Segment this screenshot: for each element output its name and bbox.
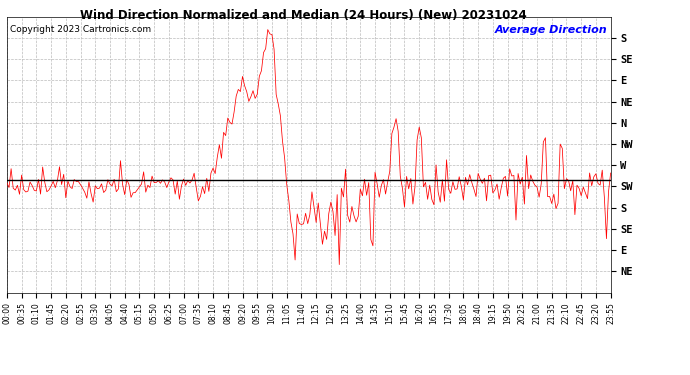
- Text: Wind Direction Normalized and Median (24 Hours) (New) 20231024: Wind Direction Normalized and Median (24…: [80, 9, 527, 22]
- Text: Average Direction: Average Direction: [495, 25, 608, 35]
- Text: Copyright 2023 Cartronics.com: Copyright 2023 Cartronics.com: [10, 25, 151, 34]
